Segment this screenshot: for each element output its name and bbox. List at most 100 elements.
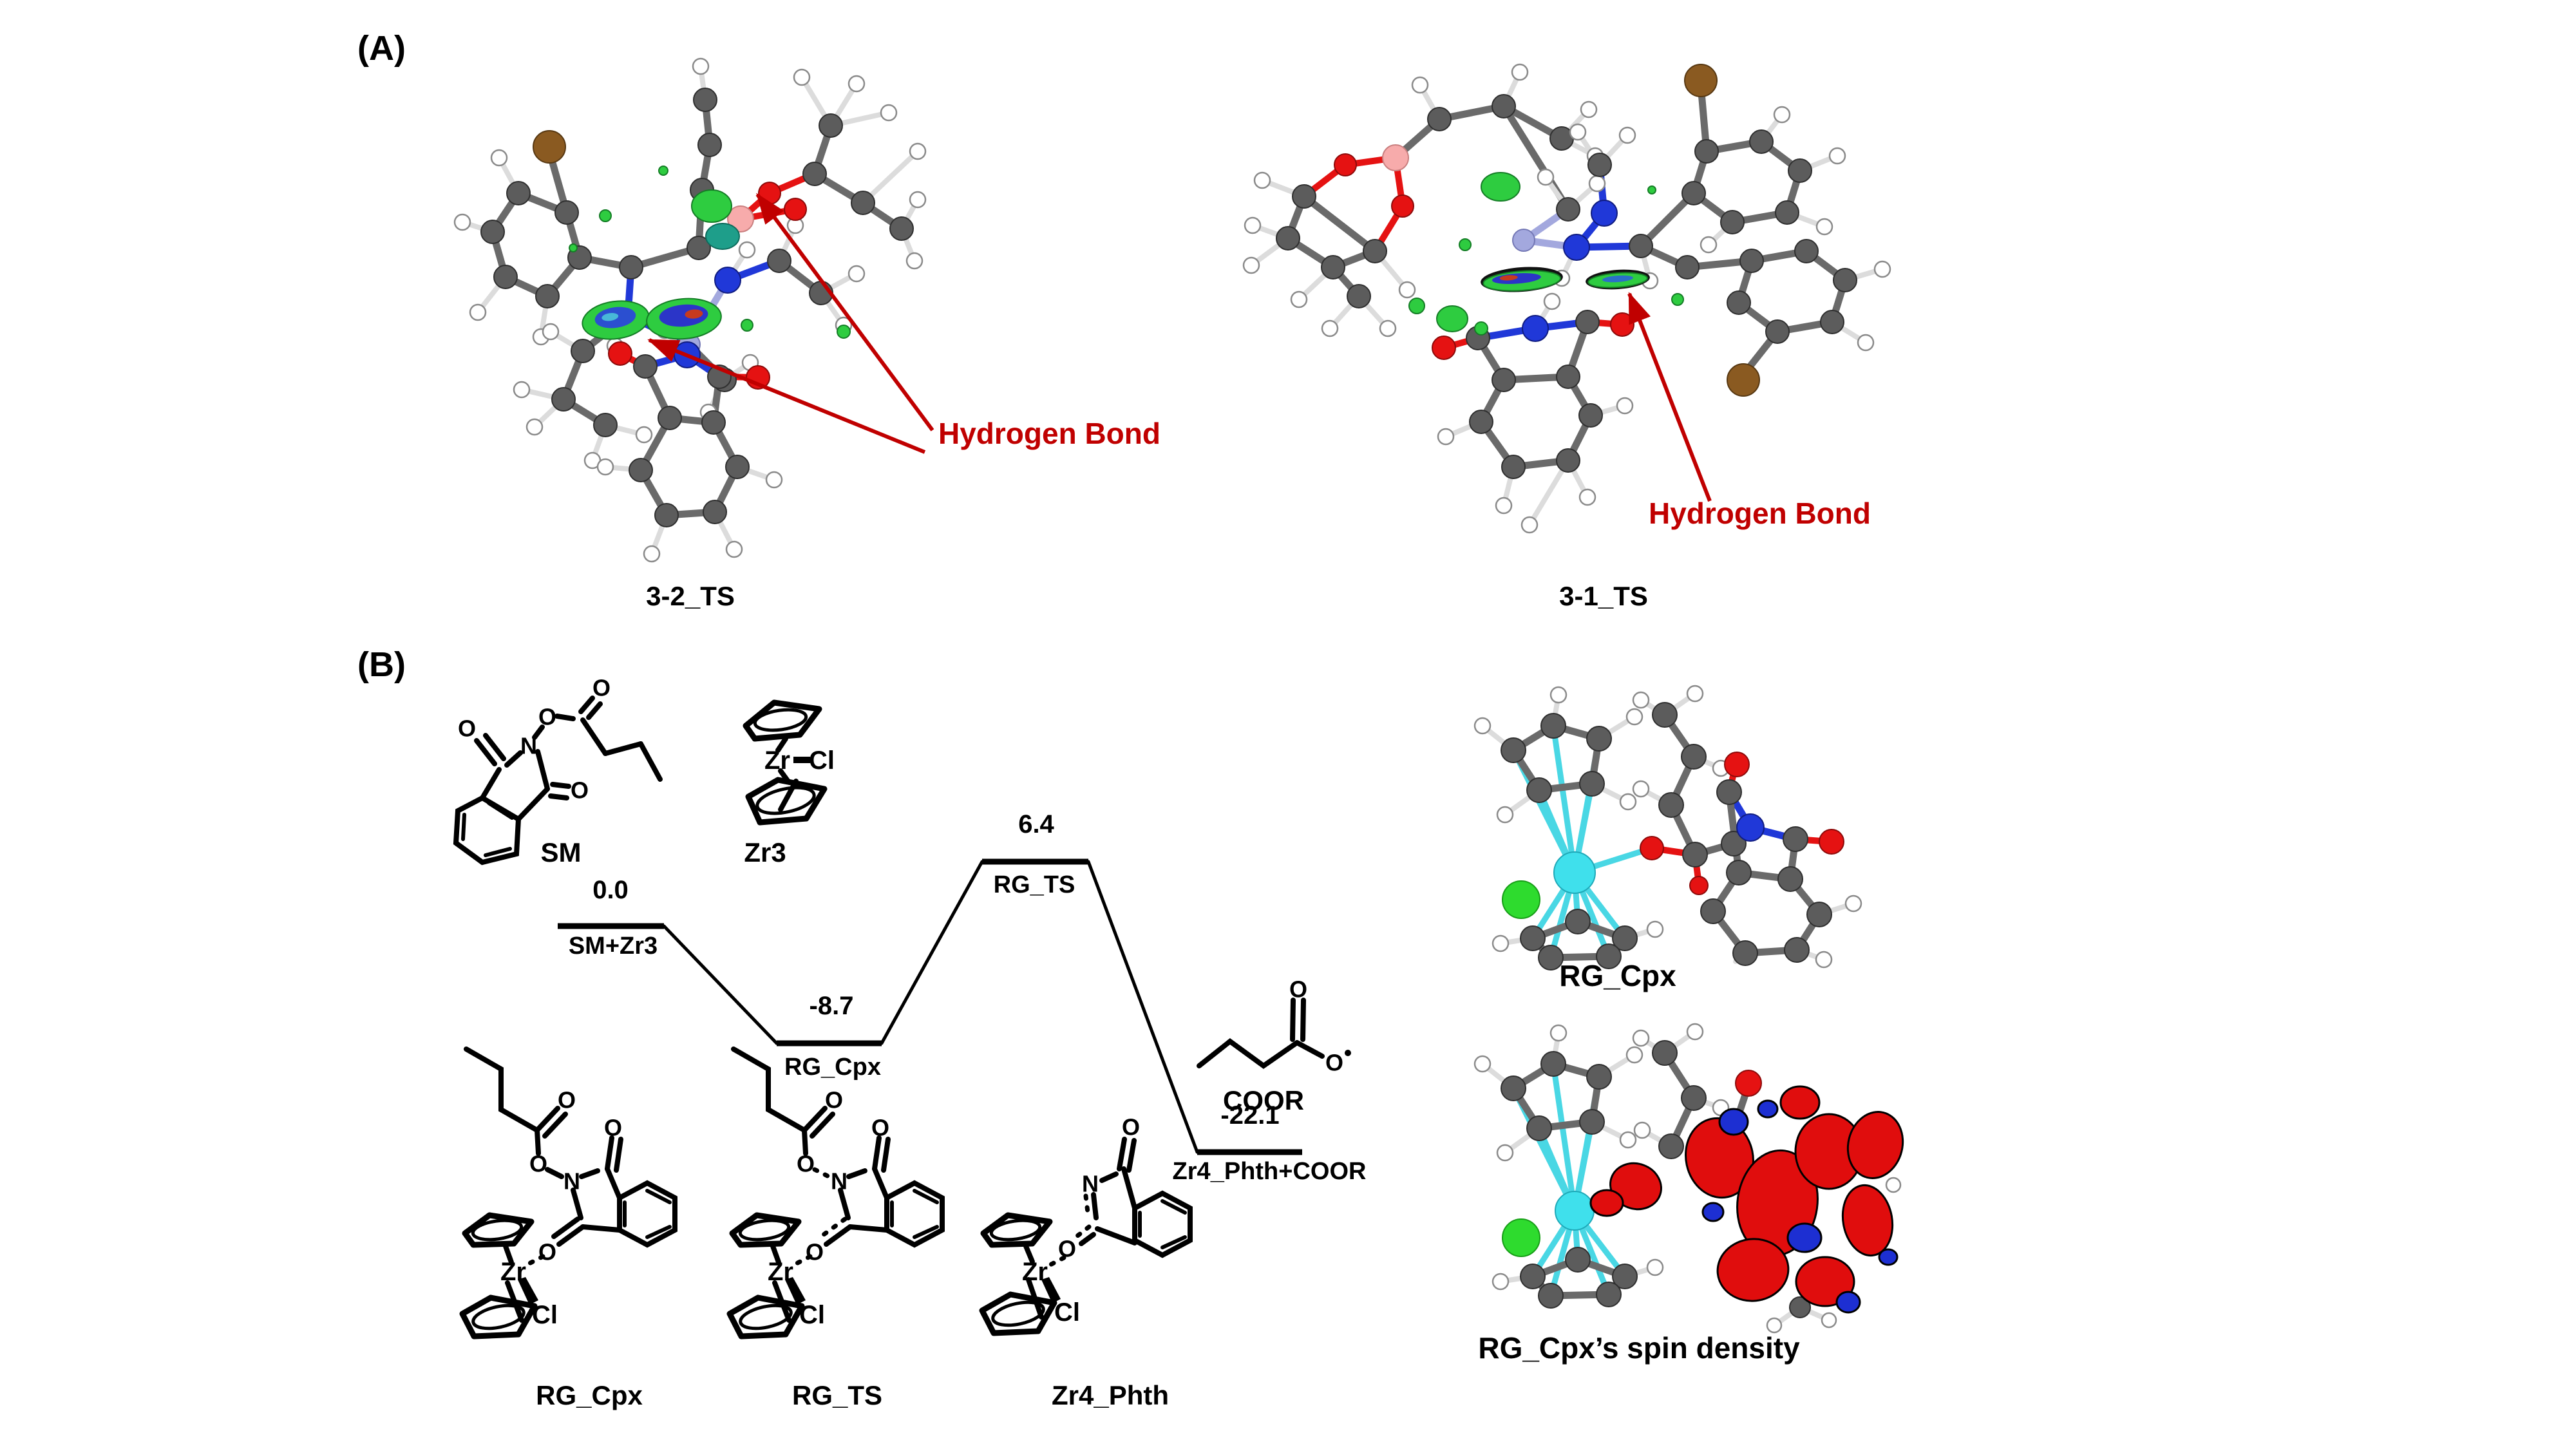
nitrogen-atom xyxy=(1736,813,1765,842)
zr4-phth-2d-label: Zr4_Phth xyxy=(1051,1380,1170,1410)
energy-value: -22.1 xyxy=(1220,1101,1280,1130)
atom-label-O: O xyxy=(1122,1114,1140,1141)
panel-a-label: (A) xyxy=(357,29,406,68)
oxygen-atom xyxy=(1334,153,1357,176)
atom-label-Cl: Cl xyxy=(532,1301,558,1329)
atom-label-O: O xyxy=(458,715,476,742)
atom-label-Zr: Zr xyxy=(1022,1258,1048,1286)
energy-value: 6.4 xyxy=(1018,810,1054,838)
atom-label-Cl: Cl xyxy=(799,1301,825,1329)
energy-label: RG_TS xyxy=(993,871,1075,898)
atom-label-Zr: Zr xyxy=(768,1258,793,1286)
atom-label-Cl: Cl xyxy=(1054,1298,1080,1327)
hydrogen-bond-arrow xyxy=(1627,292,1712,502)
oxygen-atom xyxy=(1640,836,1664,860)
atom-label-O: O xyxy=(558,1087,576,1113)
atom-label-N: N xyxy=(1082,1171,1099,1197)
rg-ts-2d-structure: O O N O O Zr Cl xyxy=(726,1046,945,1340)
atom-label-O: O xyxy=(1325,1050,1343,1076)
molecule-3-2-ts-render xyxy=(453,57,927,563)
energy-label: Zr4_Phth+COOR xyxy=(1172,1158,1367,1185)
zirconium-atom xyxy=(1553,851,1596,894)
coor-structure: O O xyxy=(1197,976,1351,1076)
oxygen-atom xyxy=(1391,194,1414,218)
hydrogen-bond-annotation: Hydrogen Bond xyxy=(938,417,1160,450)
zr3-structure-label: Zr3 xyxy=(744,837,786,867)
lithium-atom xyxy=(1512,229,1535,252)
molecule-label-3-2-ts: 3-2_TS xyxy=(646,581,735,611)
rg-cpx-3d-label: RG_Cpx xyxy=(1559,959,1676,992)
atom-label-O: O xyxy=(806,1239,824,1265)
atom-label-N: N xyxy=(831,1168,848,1195)
hydrogen-bond-arrow xyxy=(755,193,934,431)
rg-ts-2d-label: RG_TS xyxy=(791,1380,883,1410)
oxygen-atom xyxy=(1724,752,1750,777)
atom-label-O: O xyxy=(797,1151,815,1177)
atom-label-O: O xyxy=(825,1087,843,1113)
nci-isosurfaces xyxy=(1408,172,1684,336)
boron-atom xyxy=(1382,144,1409,171)
bromine-atom xyxy=(1727,363,1760,397)
rg-cpx-3d-render xyxy=(1473,685,1862,971)
bromine-atom xyxy=(1684,64,1718,97)
rg-cpx-2d-structure: O O N O O Zr Cl xyxy=(459,1046,677,1340)
atom-label-O: O xyxy=(538,704,556,730)
wedge-bond xyxy=(1041,1277,1061,1303)
energy-value: -8.7 xyxy=(809,992,854,1020)
chlorine-atom xyxy=(1502,1218,1540,1257)
molecule-3-1-ts-render xyxy=(1242,63,1891,534)
sm-structure-label: SM xyxy=(540,837,582,867)
atom-label-N: N xyxy=(520,733,537,759)
panel-b-label: (B) xyxy=(357,645,406,684)
zr4-phth-2d-structure: O N O Zr Cl xyxy=(979,1114,1193,1336)
atom-label-Zr: Zr xyxy=(500,1258,526,1286)
atom-label-O: O xyxy=(871,1115,889,1141)
rg-cpx-2d-label: RG_Cpx xyxy=(536,1380,643,1410)
zirconium-atom xyxy=(1555,1191,1595,1231)
bromine-atom xyxy=(533,130,566,164)
molecule-label-3-1-ts: 3-1_TS xyxy=(1559,581,1648,611)
oxygen-atom xyxy=(1819,829,1844,855)
spin-density-lobes xyxy=(1589,1085,1904,1314)
oxygen-atom xyxy=(608,341,632,366)
oxygen-atom xyxy=(1432,336,1456,360)
energy-diagram xyxy=(558,858,1302,1155)
oxygen-atom xyxy=(1689,876,1709,895)
atoms xyxy=(1242,63,1891,534)
rg-cpx-spin-density-render xyxy=(1473,1023,1904,1334)
nci-isosurfaces xyxy=(569,166,851,340)
oxygen-atom xyxy=(1735,1070,1762,1097)
nitrogen-atom xyxy=(1522,315,1549,342)
energy-label: SM+Zr3 xyxy=(568,933,658,960)
zr3-structure: Zr Cl xyxy=(743,699,835,826)
atom-label-O: O xyxy=(538,1239,556,1265)
sm-structure: O N O O O xyxy=(453,675,663,866)
nitrogen-atom xyxy=(714,267,741,294)
coor-structure-label: COOR xyxy=(1223,1085,1304,1115)
wedge-bond xyxy=(518,1277,538,1305)
radical-dot xyxy=(1345,1050,1351,1056)
atoms xyxy=(1473,685,1862,971)
atom-label-Zr: Zr xyxy=(764,746,790,775)
nitrogen-atom xyxy=(1591,200,1618,227)
chlorine-atom xyxy=(1502,880,1540,919)
atom-label-O: O xyxy=(571,777,589,804)
wedge-bond xyxy=(785,1277,806,1305)
energy-label: RG_Cpx xyxy=(784,1054,881,1081)
atom-label-O: O xyxy=(1058,1236,1076,1262)
atom-label-N: N xyxy=(564,1168,580,1195)
energy-value: 0.0 xyxy=(592,876,629,904)
atom-label-O: O xyxy=(529,1151,547,1177)
oxygen-atom xyxy=(784,198,807,221)
atom-label-O: O xyxy=(604,1115,622,1141)
hydrogen-bond-arrow xyxy=(647,338,926,454)
hydrogen-bond-annotation: Hydrogen Bond xyxy=(1649,497,1871,530)
atom-label-Cl: Cl xyxy=(809,746,835,775)
nitrogen-atom xyxy=(1563,234,1590,261)
boron-atom xyxy=(727,205,754,232)
atom-label-O: O xyxy=(1289,976,1307,1003)
spin-density-label: RG_Cpx’s spin density xyxy=(1478,1331,1800,1365)
atom-label-O: O xyxy=(592,675,611,701)
